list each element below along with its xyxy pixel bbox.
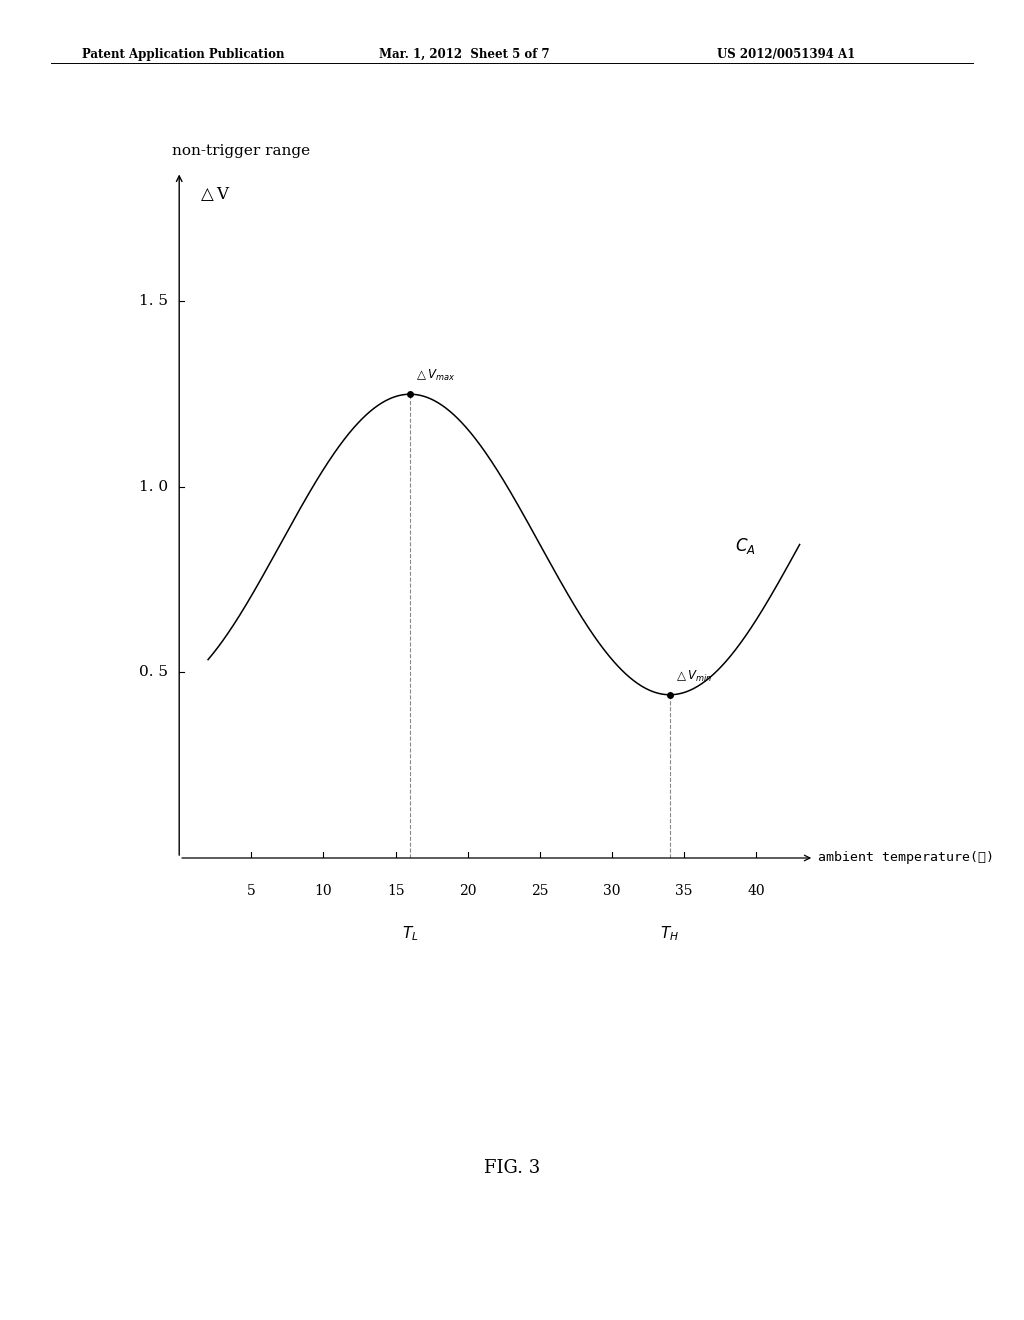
Text: 5: 5 [247, 884, 256, 898]
Text: 15: 15 [387, 884, 404, 898]
Text: 35: 35 [676, 884, 693, 898]
Text: non-trigger range: non-trigger range [172, 144, 310, 158]
Text: $\triangle V_{max}$: $\triangle V_{max}$ [415, 368, 456, 383]
Text: Mar. 1, 2012  Sheet 5 of 7: Mar. 1, 2012 Sheet 5 of 7 [379, 48, 550, 61]
Text: $\triangle V_{min}$: $\triangle V_{min}$ [674, 668, 713, 684]
Text: 30: 30 [603, 884, 621, 898]
Text: FIG. 3: FIG. 3 [484, 1159, 540, 1177]
Text: 0. 5: 0. 5 [138, 665, 168, 680]
Text: $T_L$: $T_L$ [401, 925, 419, 944]
Text: $\triangle$V: $\triangle$V [197, 185, 230, 203]
Text: $C_A$: $C_A$ [734, 536, 756, 556]
Text: US 2012/0051394 A1: US 2012/0051394 A1 [717, 48, 855, 61]
Text: $T_H$: $T_H$ [660, 925, 679, 944]
Text: 25: 25 [531, 884, 549, 898]
Text: 10: 10 [314, 884, 333, 898]
Text: 20: 20 [459, 884, 476, 898]
Text: Patent Application Publication: Patent Application Publication [82, 48, 285, 61]
Text: ambient temperature(℃): ambient temperature(℃) [818, 851, 994, 865]
Text: 40: 40 [748, 884, 765, 898]
Text: 1. 5: 1. 5 [138, 294, 168, 309]
Text: 1. 0: 1. 0 [138, 480, 168, 494]
